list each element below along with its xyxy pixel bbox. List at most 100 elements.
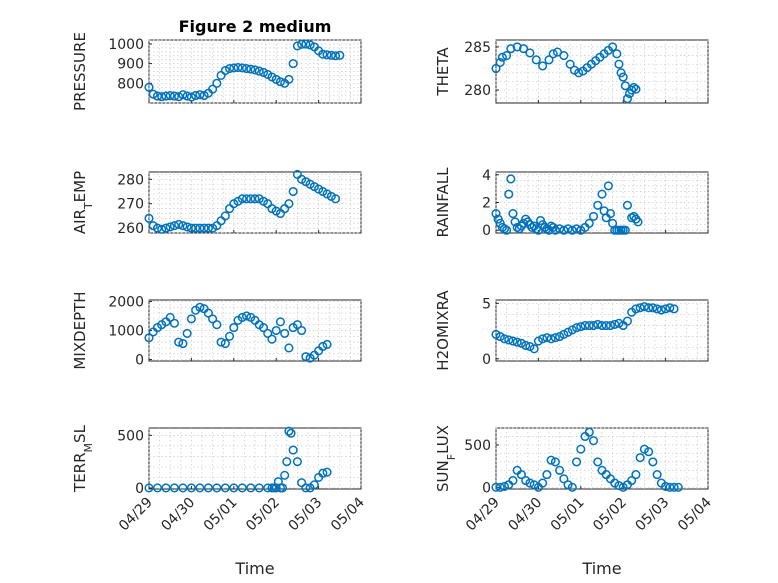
data-point xyxy=(627,213,637,223)
x-axis-label: Time xyxy=(581,559,621,578)
data-point xyxy=(182,222,192,232)
data-point xyxy=(608,42,618,52)
data-point xyxy=(284,74,294,84)
x-tick-label: 05/01 xyxy=(201,495,241,535)
data-point xyxy=(584,218,594,228)
data-point xyxy=(572,323,582,333)
subplot-1: 800 900 1000 PRESSURE xyxy=(71,32,362,111)
data-point xyxy=(241,63,252,74)
data-point xyxy=(669,482,679,492)
data-point xyxy=(567,482,577,492)
data-point xyxy=(669,304,679,314)
data-point xyxy=(278,483,288,493)
data-point xyxy=(280,328,290,338)
y-tick-label: 5 xyxy=(482,296,491,312)
x-tick-label: 05/03 xyxy=(633,495,673,535)
data-point xyxy=(656,305,666,315)
data-point xyxy=(529,344,539,354)
x-axis-label: Time xyxy=(234,559,274,578)
data-point xyxy=(186,483,196,493)
data-point xyxy=(618,72,628,82)
data-point xyxy=(284,426,294,436)
y-tick-label: 260 xyxy=(117,221,144,237)
y-tick-label: 280 xyxy=(464,83,491,99)
data-point xyxy=(525,478,535,488)
data-point xyxy=(318,341,328,352)
data-point xyxy=(288,59,298,69)
data-point xyxy=(331,194,341,204)
y-tick-label: 2 xyxy=(482,196,491,212)
data-point xyxy=(572,224,582,234)
data-point xyxy=(620,225,630,235)
data-point xyxy=(644,303,654,313)
y-tick-label: 0 xyxy=(482,223,491,239)
y-tick-label: 0 xyxy=(482,480,491,496)
data-point xyxy=(254,66,264,76)
data-point xyxy=(588,211,599,221)
data-point xyxy=(629,82,639,93)
data-point xyxy=(665,303,675,313)
data-point xyxy=(538,478,548,488)
data-point xyxy=(559,225,569,235)
data-point xyxy=(555,465,565,475)
data-point xyxy=(639,302,649,312)
data-point xyxy=(284,343,294,353)
y-tick-label: 500 xyxy=(117,428,144,444)
y-tick-label: 2000 xyxy=(108,294,144,310)
data-point xyxy=(237,63,247,73)
subplot-3: 260 270 280 AIRTEMP xyxy=(71,169,362,237)
subplot-5: 0 1000 2000 MIXDEPTH xyxy=(71,291,362,370)
data-point xyxy=(603,181,613,191)
data-point xyxy=(491,63,501,74)
x-tick-label: 05/04 xyxy=(675,494,715,534)
data-point xyxy=(506,174,516,184)
data-point xyxy=(152,91,163,101)
data-point xyxy=(203,223,213,233)
axes-frame xyxy=(148,427,362,490)
data-point xyxy=(635,453,645,463)
data-point xyxy=(258,67,269,78)
data-point xyxy=(665,482,675,492)
data-point xyxy=(241,311,252,321)
x-tick-label: 05/02 xyxy=(590,495,630,535)
subplot-6: 0 5 H2OMIXRA xyxy=(434,290,709,371)
data-point xyxy=(499,334,510,344)
data-point xyxy=(165,90,175,101)
y-axis-label: PRESSURE xyxy=(71,32,89,111)
data-point xyxy=(144,82,154,92)
data-point xyxy=(195,483,205,493)
data-point xyxy=(237,483,247,493)
y-tick-label: 0 xyxy=(135,353,144,369)
data-point xyxy=(508,336,518,346)
data-point xyxy=(635,303,645,313)
data-point xyxy=(495,57,505,67)
data-point xyxy=(508,475,518,486)
data-point xyxy=(301,483,311,493)
data-point xyxy=(622,94,632,104)
data-point xyxy=(572,457,582,467)
data-point xyxy=(280,470,290,480)
y-axis-label: AIRTEMP xyxy=(71,171,95,234)
data-point xyxy=(199,223,209,233)
data-point xyxy=(322,467,332,477)
data-point xyxy=(212,320,222,330)
y-axis-label: SUNFLUX xyxy=(434,425,458,492)
subplot-2: 280 285 THETA xyxy=(434,39,709,104)
data-point xyxy=(186,223,196,233)
data-point xyxy=(250,65,260,75)
data-point xyxy=(191,223,201,233)
data-point xyxy=(284,199,294,209)
x-tick-label: 04/29 xyxy=(116,495,156,535)
data-point xyxy=(152,483,163,493)
data-point xyxy=(165,222,175,232)
data-point xyxy=(178,483,188,493)
data-point xyxy=(597,189,607,199)
data-point xyxy=(521,340,531,351)
data-point xyxy=(576,444,586,454)
data-point xyxy=(502,225,512,235)
data-point xyxy=(208,314,218,324)
data-point xyxy=(331,51,341,61)
data-point xyxy=(186,314,196,324)
subplot-7: 0 500 04/29 04/30 05/01 05/02 05/03 05/04 TERRMS… xyxy=(71,424,368,534)
data-point xyxy=(220,211,230,221)
